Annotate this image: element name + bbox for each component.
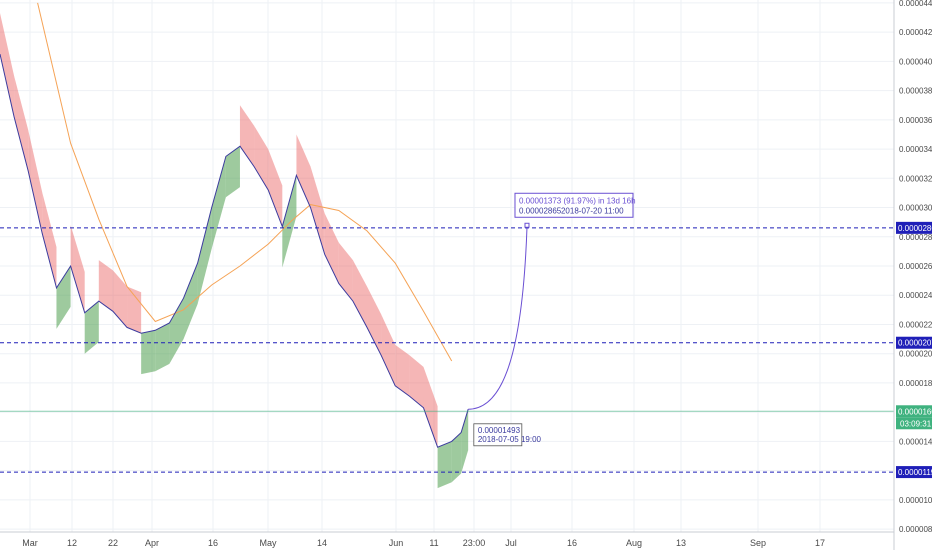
bear-cloud-segment — [42, 192, 57, 288]
countdown-tag — [896, 417, 932, 430]
level-price-tag — [896, 466, 932, 479]
x-tick-label: 13 — [676, 538, 686, 548]
price-line — [0, 53, 469, 448]
y-tick-label: 0.00001000 — [899, 496, 932, 505]
bear-cloud-segment — [127, 286, 142, 334]
y-tick-label: 0.00004200 — [899, 28, 932, 37]
bull-cloud-segment — [183, 263, 198, 340]
bear-cloud-segment — [395, 344, 410, 397]
x-tick-label: May — [259, 538, 277, 548]
y-tick-label: 0.00003200 — [899, 174, 932, 183]
y-tick-label: 0.00000800 — [899, 525, 932, 534]
bear-cloud-segment — [310, 166, 325, 255]
x-tick-label: Apr — [145, 538, 159, 548]
y-tick-label: 0.00002800 — [899, 233, 932, 242]
y-tick-label: 0.00001400 — [899, 437, 932, 446]
bear-cloud-segment — [0, 13, 15, 117]
bull-cloud-segment — [451, 432, 462, 483]
level-price-label: 0.00002861 — [898, 224, 932, 233]
y-tick-label: 0.00002400 — [899, 291, 932, 300]
x-tick-label: Jul — [505, 538, 517, 548]
x-tick-label: 16 — [567, 538, 577, 548]
y-axis[interactable]: 0.00004400 0.00004200 0.00004000 0.00003800… — [896, 0, 932, 534]
level-price-label: 0.00001190 — [898, 468, 932, 477]
bull-cloud-segment — [56, 266, 71, 329]
x-tick-label: Mar — [22, 538, 38, 548]
target-annotation-box — [514, 192, 634, 218]
bear-cloud-segment — [14, 76, 29, 171]
x-tick-label: Sep — [750, 538, 766, 548]
bear-cloud-segment — [239, 105, 255, 167]
bull-cloud-segment — [225, 146, 240, 198]
y-tick-label: 0.00001800 — [899, 379, 932, 388]
low-annotation-value: 0.00001493 — [478, 426, 521, 435]
bull-cloud-segment — [197, 207, 212, 304]
level-price-label: 0.00001606 — [898, 407, 932, 416]
bear-cloud-segment — [409, 355, 424, 408]
x-tick-label: Jun — [389, 538, 404, 548]
x-tick-label: 11 — [429, 538, 438, 548]
target-annotation-price: 0.00002865 — [519, 206, 562, 215]
bull-cloud-segment — [461, 409, 469, 474]
countdown-label: 03:09:31 — [900, 419, 932, 428]
level-lines — [0, 227, 894, 473]
y-tick-label: 0.00002600 — [899, 262, 932, 271]
bear-cloud-segment — [381, 314, 396, 386]
level-price-tag — [896, 336, 932, 349]
bull-cloud-segment — [282, 175, 297, 268]
bear-cloud-segment — [338, 242, 353, 302]
bear-cloud-segment — [70, 225, 85, 313]
target-annotation-change: 0.00001373 (91.97%) in 13d 16h — [519, 196, 636, 205]
x-tick-label: 16 — [208, 538, 218, 548]
bear-cloud-segment — [112, 270, 128, 328]
y-tick-label: 0.00002000 — [899, 350, 932, 359]
y-tick-label: 0.00003000 — [899, 204, 932, 213]
x-tick-label: 12 — [67, 538, 77, 548]
x-tick-label: 14 — [317, 538, 327, 548]
bear-cloud-segment — [98, 260, 113, 312]
bear-cloud-segment — [352, 260, 368, 328]
projection-curve — [468, 227, 528, 410]
y-tick-label: 0.00002200 — [899, 320, 932, 329]
bear-cloud-segment — [367, 286, 382, 356]
low-annotation-box — [473, 423, 523, 447]
bull-cloud-segment — [437, 441, 452, 489]
level-price-tag — [896, 221, 932, 234]
bull-cloud-segment — [141, 330, 156, 375]
y-tick-label: 0.00004000 — [899, 57, 932, 66]
x-tick-label: 17 — [815, 538, 825, 548]
bull-cloud-segment — [155, 323, 170, 372]
bear-cloud-segment — [423, 366, 438, 448]
bull-cloud-segment — [84, 301, 99, 354]
ichimoku-cloud — [0, 13, 469, 489]
x-tick-label: 23:00 — [463, 538, 486, 548]
bear-cloud-segment — [254, 125, 269, 190]
bear-cloud-segment — [28, 130, 43, 234]
bull-cloud-segment — [211, 156, 226, 249]
y-tick-label: 0.00003600 — [899, 116, 932, 125]
bear-cloud-segment — [324, 213, 339, 284]
moving-average-long — [37, 2, 453, 362]
x-tick-label: 22 — [108, 538, 118, 548]
target-annotation-date: 2018-07-20 11:00 — [561, 206, 624, 215]
bear-cloud-segment — [268, 149, 283, 227]
y-tick-label: 0.00003400 — [899, 145, 932, 154]
x-tick-label: Aug — [626, 538, 642, 548]
y-tick-label: 0.00004400 — [899, 0, 932, 8]
x-axis[interactable]: Mar 12 22 Apr 16 May 14 Jun 11 23:00 Jul 16 Aug 13 Sep… — [22, 538, 825, 548]
target-marker[interactable] — [524, 222, 530, 228]
bear-cloud-segment — [296, 134, 311, 208]
bull-cloud-segment — [169, 298, 184, 364]
low-annotation-date: 2018-07-05 19:00 — [478, 435, 542, 444]
y-tick-label: 0.00003800 — [899, 87, 932, 96]
level-price-tag — [896, 405, 932, 418]
level-price-label: 0.00002075 — [898, 339, 932, 348]
